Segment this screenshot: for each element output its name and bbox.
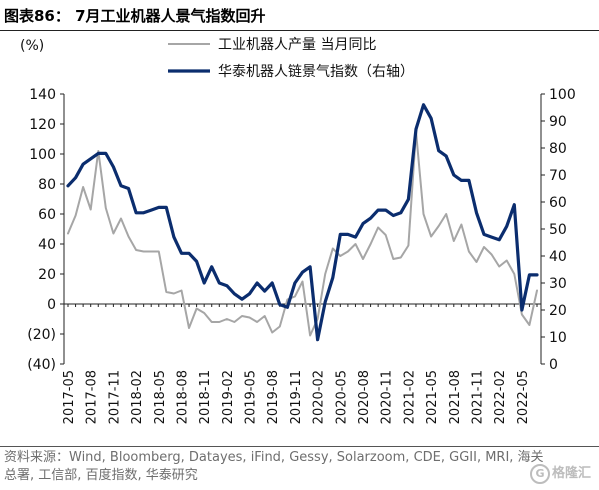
x-tick-label: 2017-11 bbox=[107, 370, 122, 424]
x-tick-label: 2019-11 bbox=[289, 370, 304, 424]
left-tick-label: (20) bbox=[27, 327, 56, 343]
left-tick-label: (40) bbox=[27, 357, 56, 373]
right-tick-label: 0 bbox=[549, 357, 558, 373]
x-tick-label: 2020-08 bbox=[357, 370, 372, 424]
x-tick-label: 2018-11 bbox=[198, 370, 213, 424]
left-tick-label: 20 bbox=[38, 267, 56, 283]
left-axis-unit-label: (%) bbox=[20, 38, 44, 54]
x-tick-label: 2021-02 bbox=[402, 370, 417, 424]
x-tick-label: 2018-05 bbox=[153, 370, 168, 424]
x-tick-label: 2021-08 bbox=[448, 370, 463, 424]
left-tick-label: 0 bbox=[47, 297, 56, 313]
left-tick-label: 60 bbox=[38, 207, 56, 223]
x-tick-label: 2018-02 bbox=[130, 370, 145, 424]
x-tick-label: 2019-08 bbox=[266, 370, 281, 424]
source-note: 资料来源：Wind, Bloomberg, Datayes, iFind, Ge… bbox=[4, 450, 544, 483]
right-tick-label: 20 bbox=[549, 303, 567, 319]
legend-label-production-yoy: 工业机器人产量 当月同比 bbox=[218, 37, 376, 53]
right-tick-label: 10 bbox=[549, 330, 567, 346]
watermark-logo: G 格隆汇 bbox=[530, 462, 591, 484]
right-tick-label: 50 bbox=[549, 222, 567, 238]
x-tick-label: 2019-02 bbox=[221, 370, 236, 424]
line-chart: (40) (20) 0 20 40 60 80 100 120 140 (%) 0 10 20 30 40 50… bbox=[20, 37, 576, 424]
x-tick-label: 2020-11 bbox=[380, 370, 395, 424]
x-tick-label: 2017-08 bbox=[85, 370, 100, 424]
left-tick-label: 40 bbox=[38, 237, 56, 253]
left-tick-label: 140 bbox=[29, 87, 56, 103]
chart-title: 图表86： 7月工业机器人景气指数回升 bbox=[4, 7, 266, 25]
right-tick-label: 30 bbox=[549, 276, 567, 292]
right-tick-label: 90 bbox=[549, 114, 567, 130]
title-divider bbox=[0, 30, 599, 31]
watermark-text: 格隆汇 bbox=[552, 466, 592, 481]
left-tick-label: 120 bbox=[29, 117, 56, 133]
x-tick-label: 2020-05 bbox=[334, 370, 349, 424]
left-tick-label: 100 bbox=[29, 147, 56, 163]
right-tick-label: 80 bbox=[549, 141, 567, 157]
right-tick-label: 100 bbox=[549, 87, 576, 103]
right-tick-label: 70 bbox=[549, 168, 567, 184]
title-bar: 图表86： 7月工业机器人景气指数回升 bbox=[0, 0, 599, 31]
x-tick-label: 2022-05 bbox=[516, 370, 531, 424]
legend-label-prosperity-index: 华泰机器人链景气指数（右轴） bbox=[218, 64, 414, 80]
x-tick-label: 2021-05 bbox=[425, 370, 440, 424]
right-tick-label: 60 bbox=[549, 195, 567, 211]
x-tick-label: 2020-02 bbox=[312, 370, 327, 424]
left-tick-label: 80 bbox=[38, 177, 56, 193]
right-tick-label: 40 bbox=[549, 249, 567, 265]
source-divider bbox=[0, 446, 599, 447]
x-tick-label: 2017-05 bbox=[62, 370, 77, 424]
x-tick-label: 2019-05 bbox=[244, 370, 259, 424]
x-tick-label: 2018-08 bbox=[175, 370, 190, 424]
x-tick-label: 2022-02 bbox=[493, 370, 508, 424]
x-tick-label: 2021-11 bbox=[470, 370, 485, 424]
watermark-glyph: G bbox=[530, 464, 550, 484]
